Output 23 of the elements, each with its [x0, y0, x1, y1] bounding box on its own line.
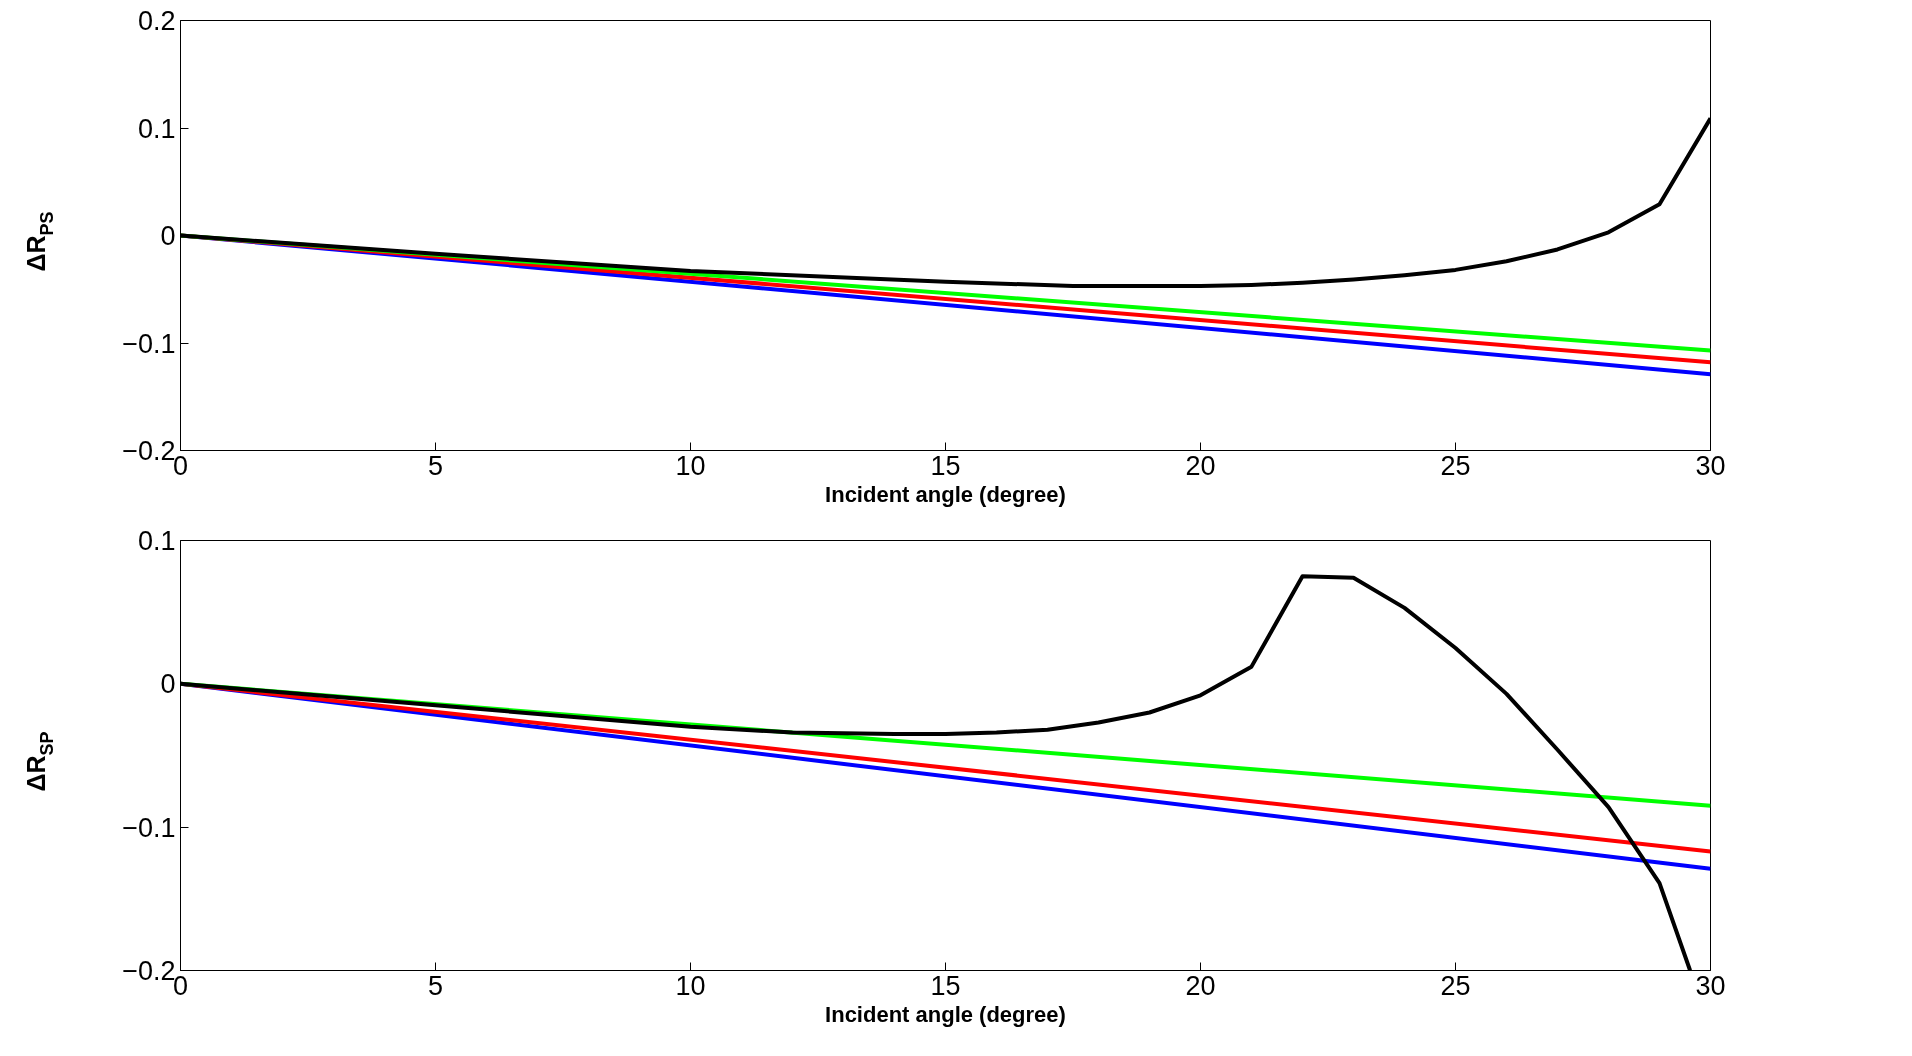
x-tick-label: 20 — [1185, 450, 1216, 481]
x-tick-label: 10 — [675, 450, 706, 481]
y-tick-label: −0.1 — [122, 328, 176, 359]
y-tick-label: 0 — [160, 221, 176, 251]
y-tick-label: 0.1 — [137, 113, 176, 144]
x-tick-label: 5 — [427, 450, 444, 481]
x-tick-label: 10 — [675, 970, 706, 1001]
y-axis-title: ΔRPS — [22, 211, 57, 272]
x-tick-label: 25 — [1440, 970, 1471, 1001]
x-tick-label: 30 — [1695, 450, 1726, 481]
x-tick-label: 15 — [930, 970, 961, 1001]
y-axis-title: ΔRSP — [22, 731, 57, 792]
x-tick-label: 20 — [1185, 970, 1216, 1001]
y-tick-label: 0 — [160, 669, 176, 700]
x-tick-label: 5 — [427, 970, 444, 1001]
x-tick-label: 15 — [930, 450, 961, 481]
x-tick-label: 30 — [1695, 970, 1726, 1001]
y-tick-label: 0.1 — [137, 526, 176, 556]
x-tick-label: 25 — [1440, 450, 1471, 481]
x-axis-title: Incident angle (degree) — [825, 481, 1066, 507]
y-tick-label: −0.1 — [122, 812, 176, 843]
x-axis-title: Incident angle (degree) — [825, 1001, 1066, 1027]
y-tick-label: 0.2 — [137, 6, 176, 36]
